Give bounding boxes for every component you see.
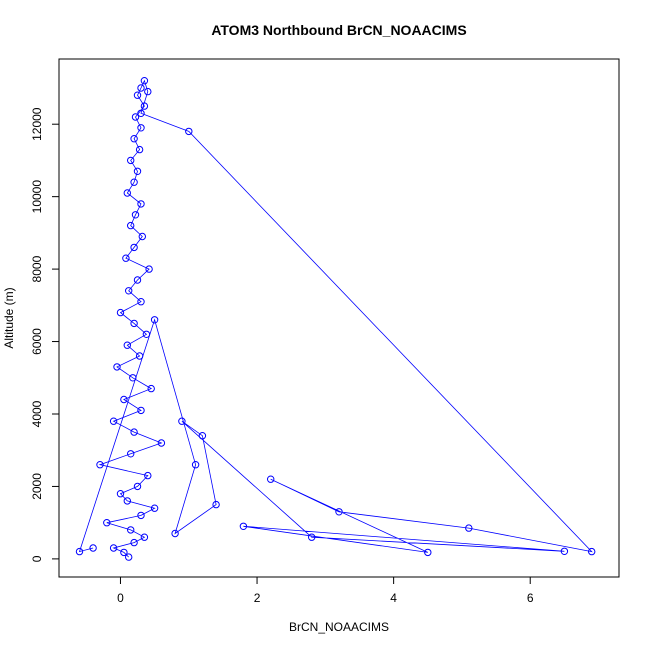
data-point: [89, 544, 97, 552]
data-point: [130, 428, 138, 436]
data-point: [123, 497, 132, 505]
x-axis: 0 2 4 6: [117, 576, 534, 605]
data-point: [135, 145, 144, 154]
data-point: [137, 298, 145, 306]
y-tick-label: 12000: [30, 107, 44, 141]
data-point: [140, 77, 149, 85]
data-point: [113, 363, 121, 371]
data-point: [123, 341, 132, 349]
data-point: [140, 533, 149, 541]
data-point: [133, 482, 142, 491]
data-point: [212, 500, 220, 509]
data-point: [335, 508, 343, 516]
data-point: [140, 102, 149, 110]
y-axis: 0 2000 4000 6000 8000 10000 12000: [30, 107, 60, 562]
x-tick-label: 6: [527, 591, 534, 605]
y-axis-label: Altitude (m): [2, 287, 16, 348]
data-point: [129, 374, 137, 382]
data-point: [131, 211, 140, 219]
data-point: [150, 316, 159, 324]
y-tick-label: 2000: [30, 473, 44, 500]
data-point: [135, 352, 144, 360]
data-point: [120, 548, 128, 557]
plot-frame: [58, 58, 620, 578]
data-point: [109, 544, 118, 552]
y-tick-label: 4000: [30, 400, 44, 427]
data-point: [560, 547, 569, 555]
data-point: [147, 384, 155, 393]
data-point: [127, 526, 135, 534]
data-point: [130, 135, 138, 143]
data-point: [131, 113, 140, 121]
data-point: [120, 395, 128, 404]
data-point: [239, 522, 248, 530]
y-tick-label: 10000: [30, 180, 44, 214]
data-point: [122, 254, 130, 262]
data-point: [130, 178, 138, 186]
data-point: [157, 439, 166, 447]
data-point: [130, 319, 138, 328]
data-point: [137, 84, 145, 92]
y-tick-label: 0: [30, 555, 44, 562]
data-point: [133, 167, 142, 176]
data-point: [150, 504, 159, 512]
data-point: [198, 432, 207, 440]
data-point: [133, 91, 142, 99]
data-point: [137, 124, 145, 132]
data-point: [137, 109, 145, 118]
data-point: [109, 417, 118, 425]
x-tick-label: 4: [390, 591, 397, 605]
data-point: [75, 547, 84, 556]
data-point: [103, 519, 111, 527]
data-point: [137, 200, 145, 208]
x-axis-label: BrCN_NOAACIMS: [289, 620, 389, 634]
data-point: [125, 553, 133, 561]
data-point: [123, 189, 132, 197]
data-point: [308, 533, 316, 541]
x-tick-label: 0: [117, 591, 124, 605]
data-point: [588, 547, 596, 556]
data-point: [267, 475, 275, 483]
data-point: [127, 221, 135, 230]
data-point: [130, 538, 138, 547]
data-point: [116, 308, 125, 317]
data-point: [144, 471, 152, 480]
data-point: [142, 330, 151, 338]
data-point: [96, 461, 104, 469]
data-point: [465, 524, 473, 532]
plot-area: [75, 77, 596, 561]
data-point: [137, 511, 145, 520]
data-point: [130, 243, 138, 252]
series-line: [78, 79, 593, 558]
data-point: [137, 406, 145, 415]
data-point: [191, 461, 200, 469]
data-point: [116, 490, 125, 498]
data-point: [133, 276, 142, 284]
y-tick-label: 8000: [30, 255, 44, 282]
data-point: [171, 529, 179, 538]
data-point: [185, 127, 193, 136]
chart-title: ATOM3 Northbound BrCN_NOAACIMS: [211, 22, 466, 38]
data-point: [424, 548, 432, 557]
data-point: [145, 265, 153, 273]
y-tick-label: 6000: [30, 328, 44, 355]
data-point: [178, 417, 186, 425]
x-tick-label: 2: [254, 591, 261, 605]
data-point: [125, 287, 133, 295]
data-point: [144, 87, 152, 96]
data-point: [127, 156, 135, 165]
data-point: [127, 450, 135, 458]
data-point: [138, 232, 147, 241]
